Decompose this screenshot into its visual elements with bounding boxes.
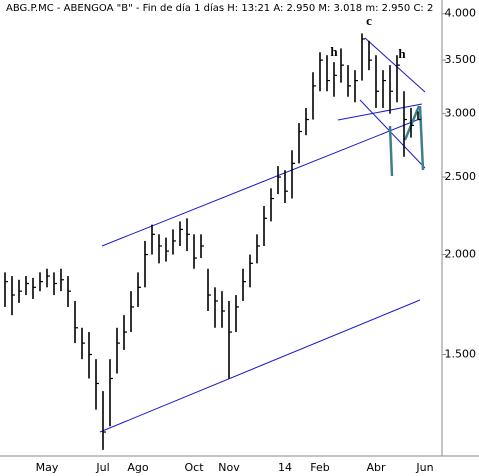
x-tick-label: Nov: [218, 461, 240, 474]
x-tick-label: Feb: [310, 461, 329, 474]
x-tick-label: Abr: [366, 461, 386, 474]
annotation: c: [366, 13, 372, 28]
y-tick-label: 3.500: [445, 53, 477, 66]
x-tick-label: May: [36, 461, 59, 474]
x-tick-label: 14: [278, 461, 292, 474]
trend-line: [101, 117, 423, 247]
x-tick-label: Jun: [415, 461, 433, 474]
trend-line: [337, 103, 423, 121]
x-tick-label: Oct: [184, 461, 204, 474]
x-tick-label: Ago: [127, 461, 149, 474]
arrow: [403, 105, 421, 141]
trend-line: [99, 299, 421, 433]
y-tick-label: 2.500: [445, 170, 477, 183]
x-tick-label: Jul: [95, 461, 109, 474]
arrow: [388, 125, 394, 177]
annotation: h: [398, 46, 406, 61]
arrows: [388, 105, 425, 177]
y-tick-label: 3.000: [445, 107, 477, 120]
y-tick-label: 4.000: [445, 7, 477, 20]
arrow: [418, 105, 425, 171]
trend-lines: [99, 37, 426, 433]
chart-title: ABG.P.MC - ABENGOA "B" - Fin de día 1 dí…: [6, 2, 433, 14]
y-tick-label: 1.500: [445, 348, 477, 361]
trend-line: [359, 99, 426, 169]
trend-line: [364, 37, 426, 93]
y-tick-label: 2.000: [445, 248, 477, 261]
annotation: h: [330, 44, 338, 59]
